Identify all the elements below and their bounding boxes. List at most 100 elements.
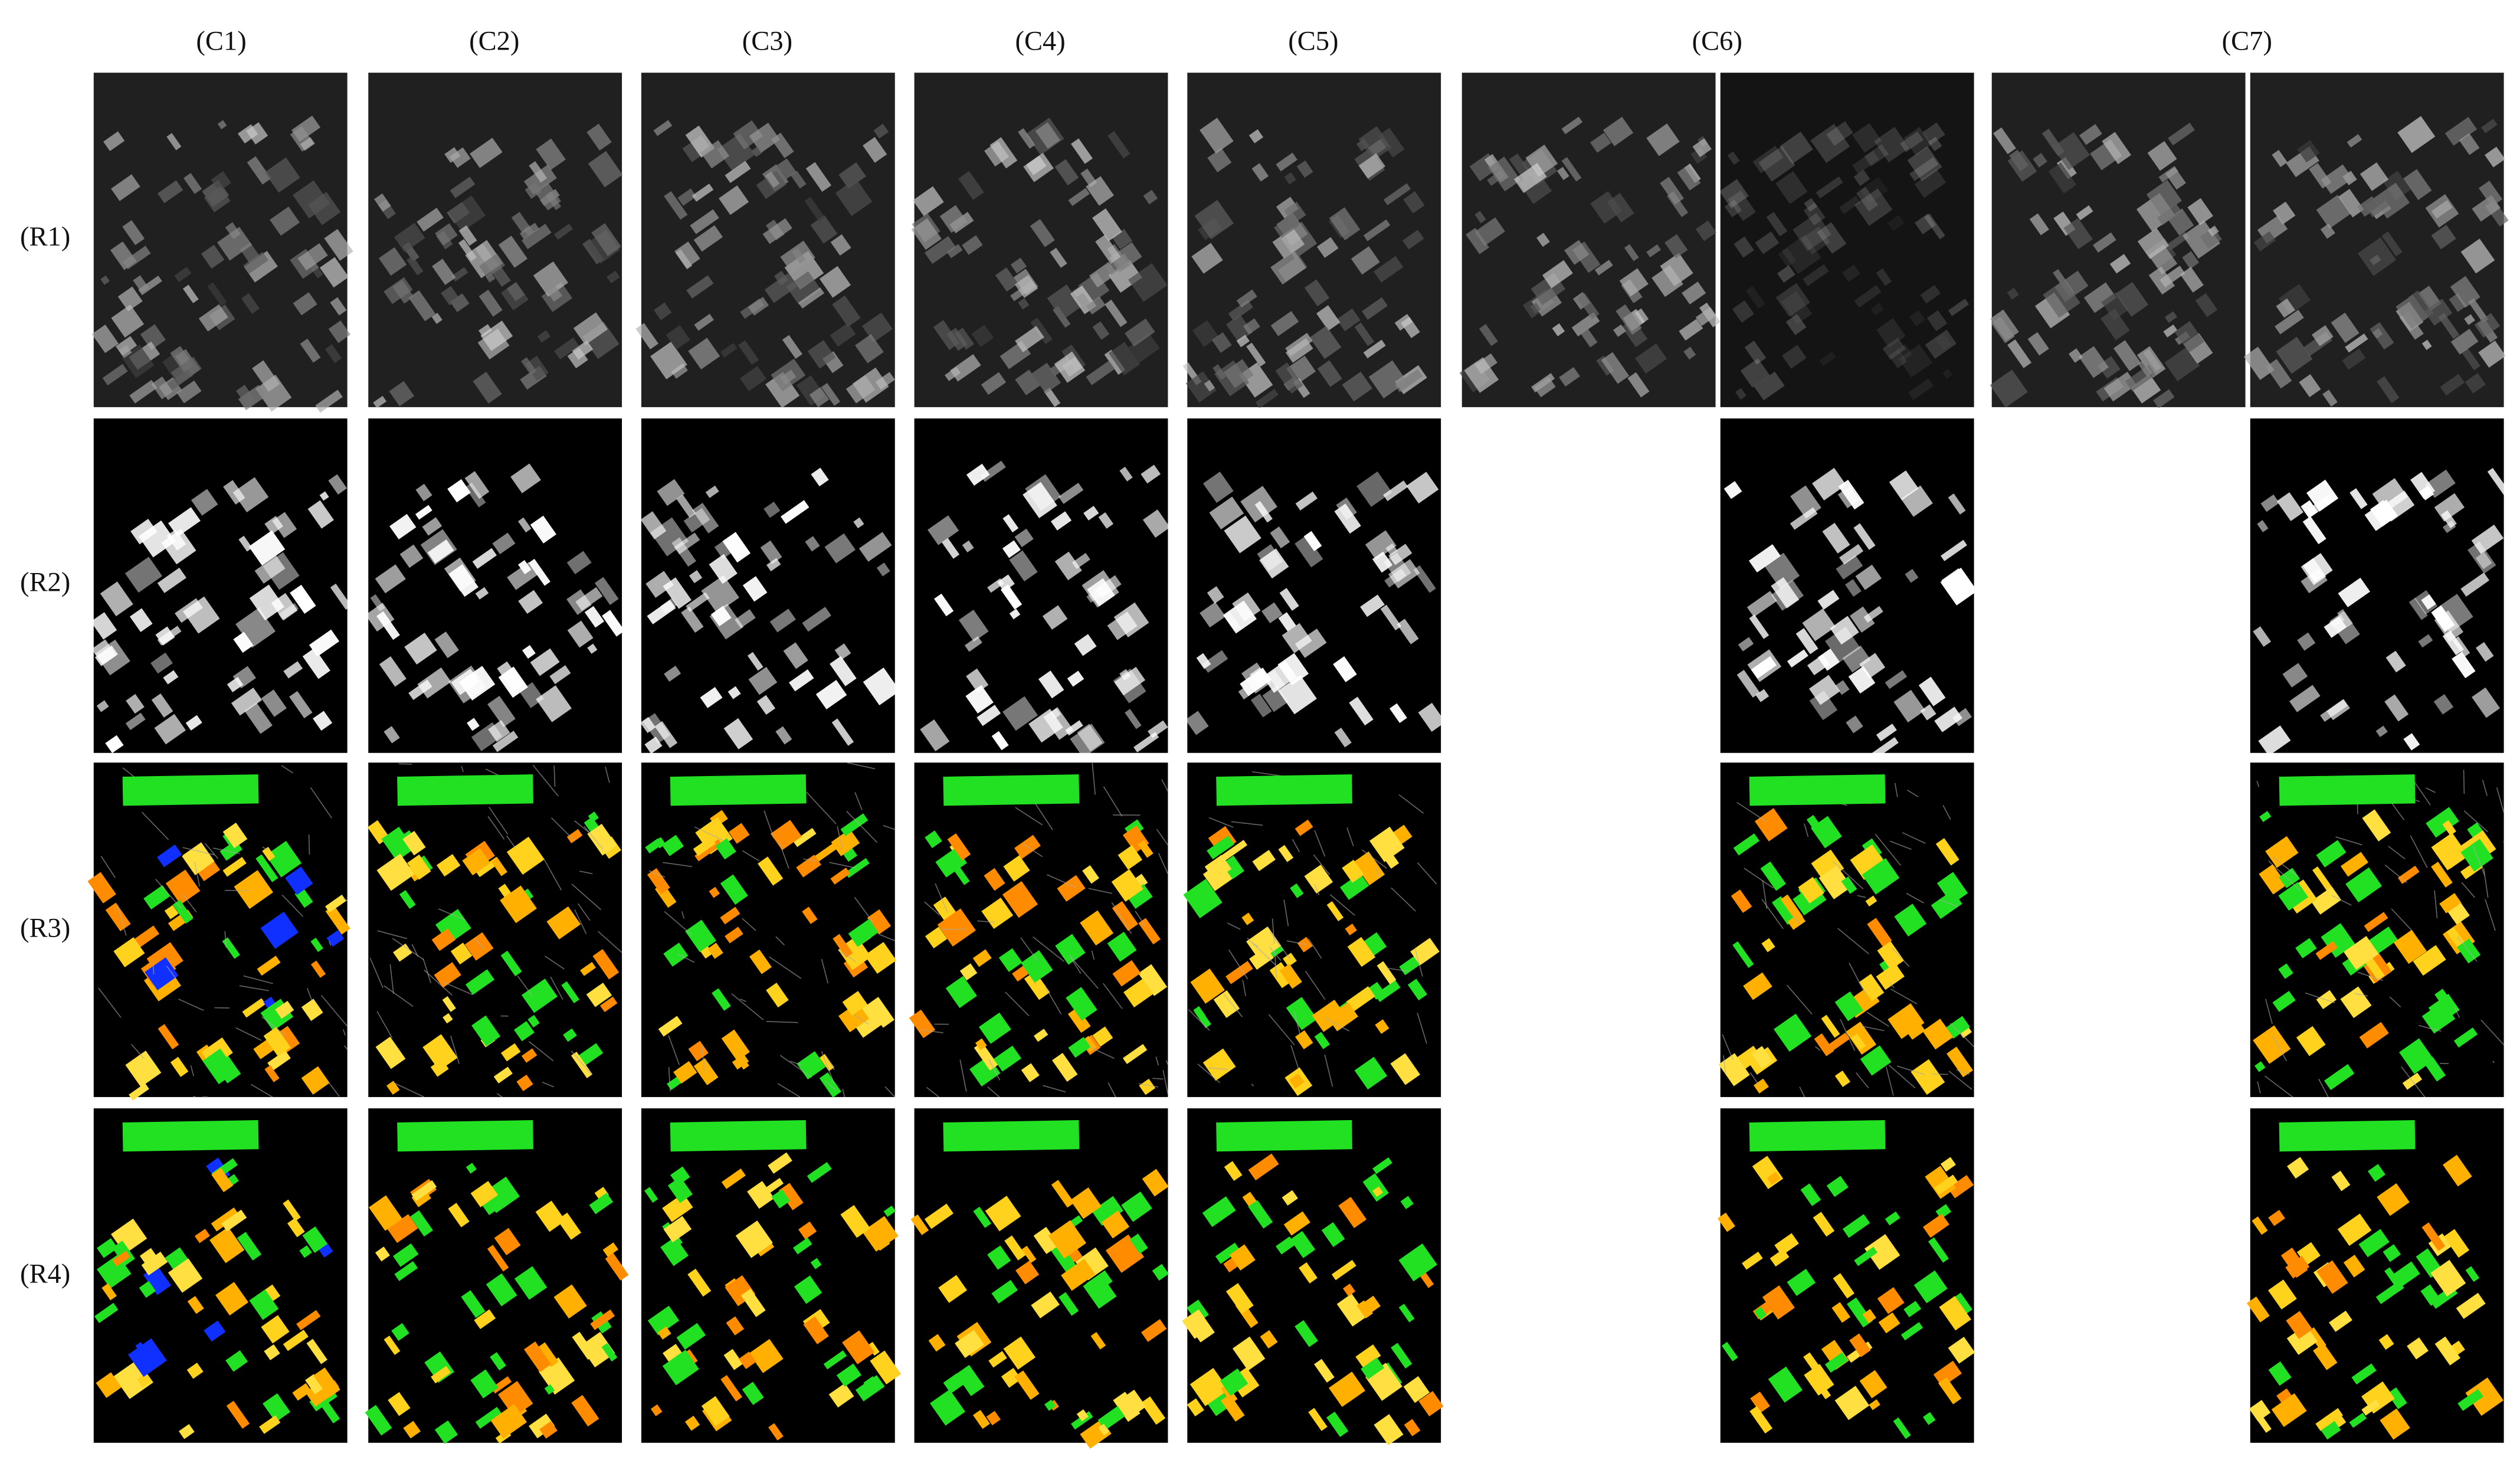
texture-patch <box>2361 1399 2381 1416</box>
texture-patch <box>381 826 415 862</box>
texture-patch <box>1009 608 1021 620</box>
texture-patch <box>1746 591 1777 617</box>
texture-patch <box>2272 991 2296 1012</box>
texture-line <box>854 1014 869 1025</box>
texture-patch <box>470 1181 499 1207</box>
texture-patch <box>2349 488 2368 509</box>
texture-patch <box>262 846 276 861</box>
texture-line <box>329 941 332 946</box>
texture-patch <box>467 718 480 731</box>
texture-patch <box>814 842 838 862</box>
texture-line <box>1227 922 1241 930</box>
texture-patch <box>519 682 544 708</box>
image-panel <box>90 418 352 754</box>
texture-patch <box>1810 123 1850 163</box>
texture-patch <box>2423 1056 2446 1082</box>
texture-patch <box>96 1238 118 1258</box>
texture-patch <box>756 171 787 199</box>
texture-line <box>1223 993 1243 1017</box>
texture-patch <box>2276 336 2313 374</box>
texture-patch <box>1732 300 1755 323</box>
texture-line <box>2265 999 2273 1025</box>
texture-patch <box>1272 227 1305 259</box>
image-panel <box>2246 1108 2504 1443</box>
texture-line <box>1375 867 1380 878</box>
texture-patch <box>117 286 143 312</box>
texture-patch <box>647 1305 680 1336</box>
texture-patch <box>1202 472 1234 503</box>
texture-patch <box>2027 332 2049 356</box>
texture-patch <box>2297 632 2316 651</box>
texture-patch <box>324 228 353 261</box>
texture-patch <box>1092 321 1110 340</box>
texture-patch <box>1723 481 1742 499</box>
texture-patch <box>2403 169 2432 200</box>
texture-patch <box>1938 1377 1962 1405</box>
texture-patch <box>168 1258 203 1293</box>
texture-line <box>1931 1073 1948 1075</box>
texture-patch <box>2465 373 2486 394</box>
texture-line <box>1156 829 1169 846</box>
texture-patch <box>1282 1190 1298 1206</box>
texture-line <box>1398 794 1424 814</box>
texture-patch <box>1295 819 1313 836</box>
texture-patch <box>1283 1211 1310 1236</box>
texture-patch <box>1278 845 1294 862</box>
texture-patch <box>1225 314 1253 342</box>
texture-patch <box>1872 737 1899 759</box>
texture-patch <box>1991 316 2015 343</box>
texture-line <box>1889 982 1895 989</box>
texture-patch <box>1349 696 1374 726</box>
texture-patch <box>1283 953 1297 967</box>
texture-patch <box>1261 602 1283 624</box>
texture-line <box>1305 970 1326 1000</box>
texture-patch <box>1248 1200 1273 1229</box>
texture-line <box>1894 783 1898 797</box>
texture-line <box>166 965 178 981</box>
texture-patch <box>2243 346 2275 380</box>
texture-patch <box>521 978 558 1013</box>
texture-patch <box>1334 727 1352 748</box>
texture-patch <box>925 927 948 948</box>
texture-patch <box>436 854 461 877</box>
texture-patch <box>769 608 796 633</box>
texture-patch <box>786 271 821 305</box>
texture-patch <box>1248 129 1264 143</box>
texture-patch <box>2312 866 2334 892</box>
image-panel <box>1459 73 1721 407</box>
texture-patch <box>2438 313 2460 339</box>
texture-patch <box>771 132 794 159</box>
texture-patch <box>1775 171 1808 204</box>
texture-patch <box>124 557 163 593</box>
texture-line <box>883 824 896 830</box>
texture-patch <box>403 1421 421 1439</box>
texture-patch <box>587 823 617 856</box>
texture-patch <box>259 1415 281 1434</box>
texture-patch <box>1603 116 1634 146</box>
texture-patch <box>1326 901 1344 922</box>
texture-patch <box>1031 362 1061 394</box>
texture-patch <box>756 695 776 715</box>
texture-patch <box>1358 126 1392 161</box>
texture-patch <box>161 529 196 565</box>
texture-patch <box>809 387 830 408</box>
texture-patch <box>1374 1414 1404 1445</box>
texture-patch <box>1068 188 1090 207</box>
texture-patch <box>2444 117 2478 146</box>
texture-patch <box>517 559 532 575</box>
texture-line <box>1324 1054 1333 1087</box>
texture-patch <box>1108 342 1141 375</box>
texture-patch <box>1935 838 1959 866</box>
texture-patch <box>518 590 543 614</box>
texture-patch <box>589 1193 614 1215</box>
texture-patch <box>688 1040 709 1062</box>
texture-line <box>2434 890 2438 918</box>
texture-line <box>1286 940 1307 945</box>
image-panel <box>2250 762 2505 1098</box>
texture-patch <box>549 665 571 685</box>
texture-patch <box>313 711 333 731</box>
row-label: (R4) <box>20 1259 70 1289</box>
texture-patch <box>644 1187 658 1203</box>
texture-patch <box>2313 1343 2338 1370</box>
texture-patch <box>2397 116 2436 153</box>
